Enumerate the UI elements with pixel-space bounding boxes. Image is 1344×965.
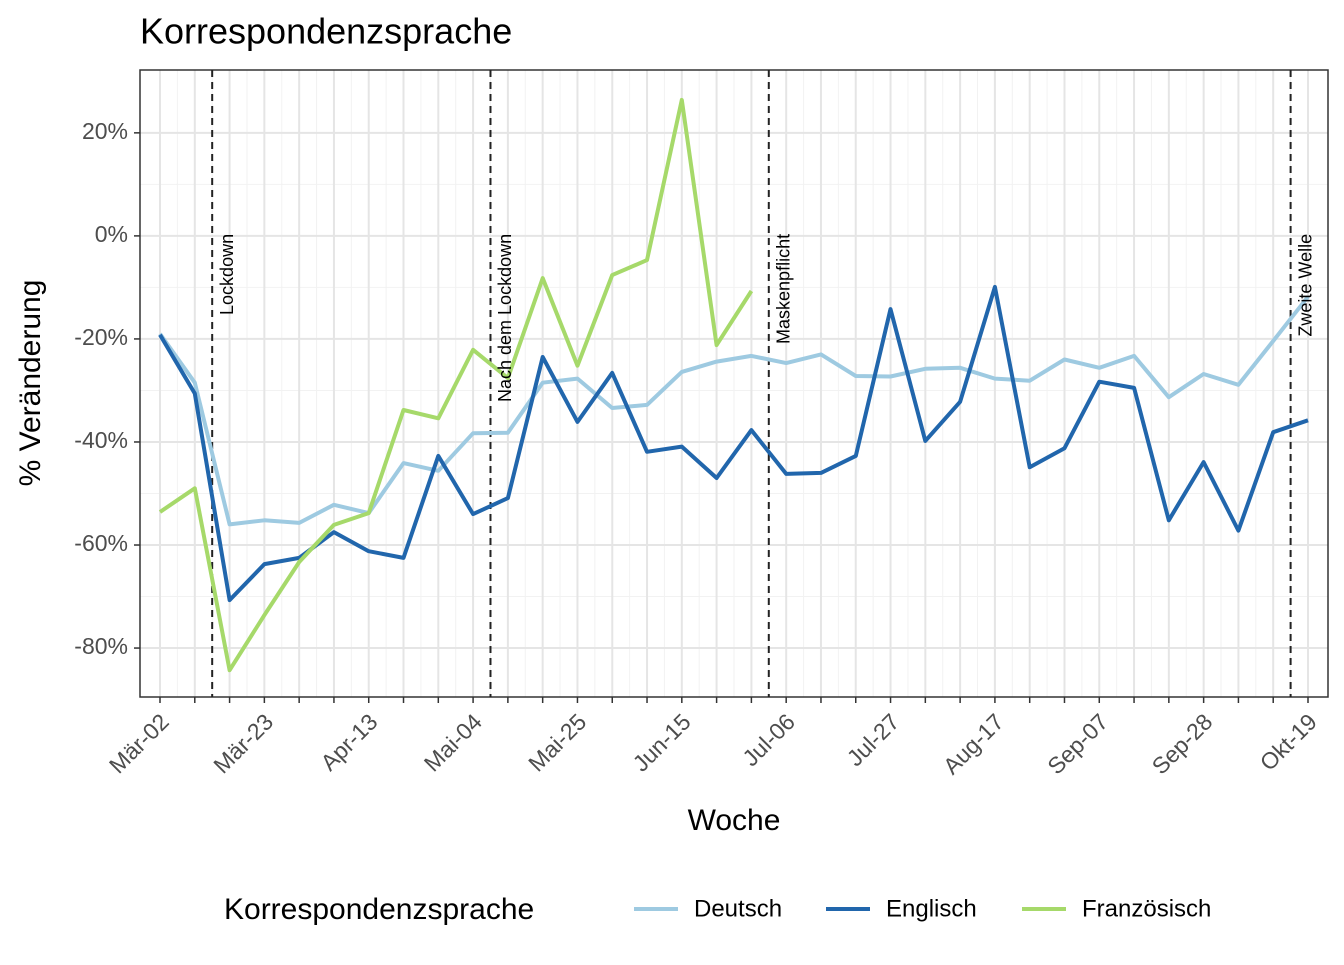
x-tick-label: Apr-13 (315, 708, 382, 775)
chart-title: Korrespondenzsprache (140, 11, 512, 52)
event-label: Maskenpflicht (774, 234, 794, 344)
y-tick-label: -20% (74, 324, 128, 350)
x-tick-label: Okt-19 (1255, 708, 1322, 775)
series-line (158, 97, 754, 673)
y-tick-label: 0% (95, 221, 128, 247)
x-axis-title: Woche (688, 804, 781, 837)
x-tick-label: Sep-07 (1042, 708, 1113, 779)
y-tick-label: -80% (74, 633, 128, 659)
legend-label: Englisch (886, 895, 977, 922)
plot-border (139, 69, 1329, 698)
series-line (158, 295, 1310, 527)
y-tick-label: 20% (82, 118, 128, 144)
y-tick-label: -60% (74, 530, 128, 556)
series-line (158, 284, 1309, 603)
x-tick-label: Mär-23 (208, 708, 278, 778)
legend-title: Korrespondenzsprache (224, 893, 534, 926)
y-axis-title: % Veränderung (14, 280, 47, 487)
event-label: Lockdown (217, 234, 237, 315)
legend-label: Deutsch (694, 895, 782, 922)
legend-label: Französisch (1082, 895, 1211, 922)
x-tick-label: Sep-28 (1147, 708, 1218, 779)
x-tick-label: Jul-27 (842, 708, 905, 771)
x-tick-label: Jun-15 (628, 708, 696, 776)
event-label: Nach dem Lockdown (495, 234, 515, 402)
x-tick-label: Aug-17 (938, 708, 1009, 779)
y-tick-label: -40% (74, 427, 128, 453)
x-tick-label: Mär-02 (104, 708, 174, 778)
event-label: Zweite Welle (1295, 234, 1315, 337)
x-tick-label: Jul-06 (737, 708, 800, 771)
x-tick-label: Mai-25 (523, 708, 591, 776)
x-tick-label: Mai-04 (419, 708, 487, 776)
